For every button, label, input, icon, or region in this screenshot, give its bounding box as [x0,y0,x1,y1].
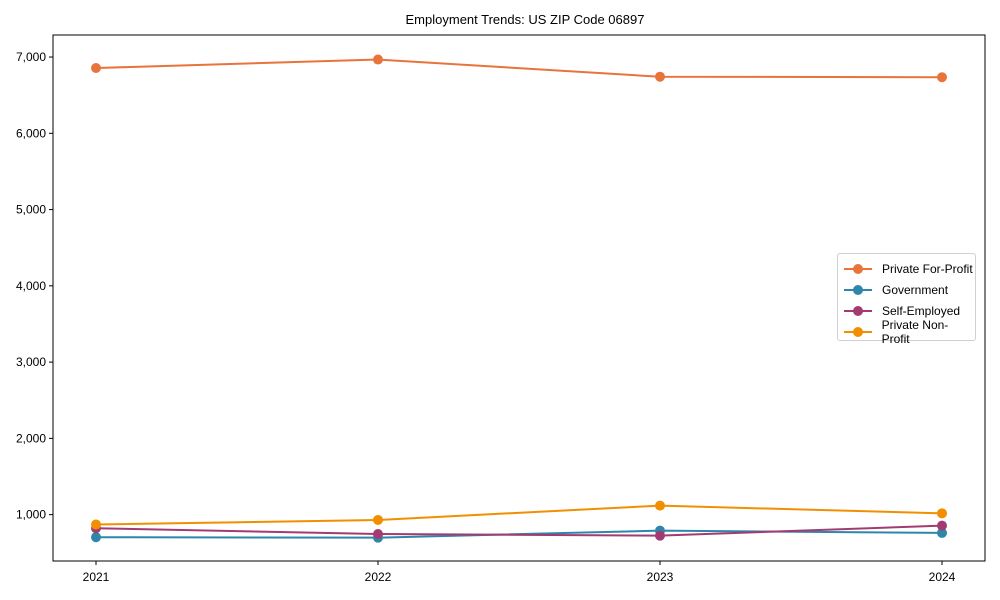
data-point-marker [373,514,383,525]
series-layer [91,54,947,543]
x-tick-label: 2022 [365,570,392,584]
data-point-marker [655,71,665,82]
series-private-for-profit [91,54,947,83]
legend-marker-icon [844,263,872,275]
legend-item-private-for-profit: Private For-Profit [838,258,975,279]
legend: Private For-Profit Government Self-Emplo… [837,253,976,346]
legend-item-private-non-profit: Private Non-Profit [838,318,975,346]
series-line [95,504,943,526]
data-point-marker [373,54,383,65]
data-point-marker [937,520,947,531]
data-point-marker [91,532,101,543]
legend-label: Private Non-Profit [881,317,949,346]
axes-frame [52,34,986,562]
legend-label: Self-Employed [882,303,961,318]
y-tick-label: 2,000 [16,431,46,445]
y-tick-label: 1,000 [16,508,46,522]
x-tick-label: 2024 [929,570,956,584]
x-tick-label: 2023 [647,570,674,584]
legend-label: Private For-Profit [882,261,973,276]
y-tick-label: 6,000 [16,126,46,140]
data-point-marker [91,519,101,530]
data-point-marker [373,529,383,540]
y-tick-label: 7,000 [16,50,46,64]
legend-item-self-employed: Self-Employed [838,300,975,321]
data-point-marker [91,63,101,74]
legend-label: Government [882,282,949,297]
data-point-marker [655,500,665,511]
x-tick-label: 2021 [83,570,110,584]
series-line [95,58,943,79]
legend-item-government: Government [838,279,975,300]
data-point-marker [937,508,947,519]
y-tick-label: 5,000 [16,203,46,217]
series-line [95,524,943,537]
data-point-marker [655,530,665,541]
legend-marker-icon [844,326,872,338]
chart-title: Employment Trends: US ZIP Code 06897 [405,12,645,27]
y-tick-label: 4,000 [16,279,46,293]
data-point-marker [937,72,947,83]
legend-marker-icon [844,305,872,317]
legend-marker-icon [844,284,872,296]
series-private-non-profit [91,500,947,530]
y-tick-label: 3,000 [16,355,46,369]
data-point-marker [937,527,947,538]
y-axis: 1,000 2,000 3,000 4,000 5,000 6,000 7,000 [16,50,53,522]
x-axis: 2021 2022 2023 2024 [83,561,956,584]
